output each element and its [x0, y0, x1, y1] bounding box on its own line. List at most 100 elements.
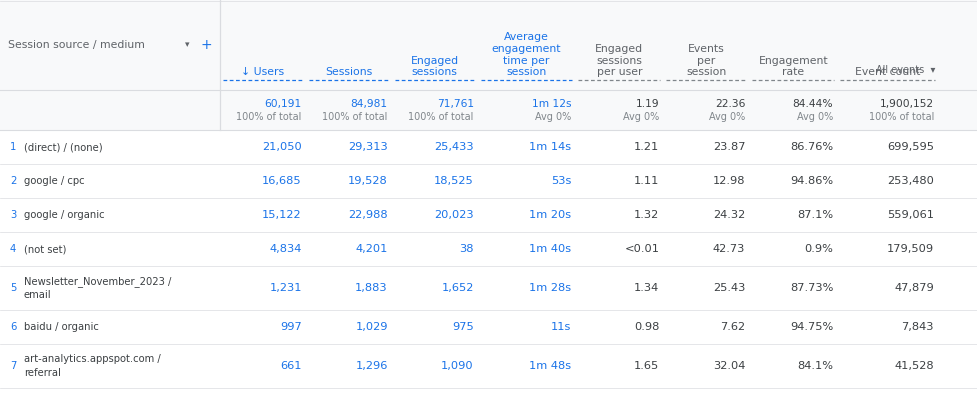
Text: 100% of total: 100% of total [408, 112, 474, 122]
Text: +: + [200, 38, 212, 52]
Text: google / cpc: google / cpc [24, 176, 85, 186]
Text: 100% of total: 100% of total [869, 112, 934, 122]
Text: 1,231: 1,231 [270, 283, 302, 293]
Bar [0, 164, 977, 198]
Text: (not set): (not set) [24, 244, 66, 254]
Text: engagement: engagement [491, 44, 562, 54]
Text: rate: rate [783, 67, 804, 77]
Text: 18,525: 18,525 [434, 176, 474, 186]
Text: <0.01: <0.01 [624, 244, 659, 254]
Text: referral: referral [24, 368, 61, 378]
Text: Session source / medium: Session source / medium [8, 40, 145, 50]
Text: 975: 975 [452, 322, 474, 332]
Text: 23.87: 23.87 [713, 142, 745, 152]
Text: 20,023: 20,023 [434, 210, 474, 220]
Text: 1,296: 1,296 [356, 361, 388, 371]
Text: 1,883: 1,883 [356, 283, 388, 293]
Text: session: session [686, 67, 727, 77]
Text: google / organic: google / organic [24, 210, 105, 220]
Text: per: per [698, 56, 715, 66]
Text: 38: 38 [459, 244, 474, 254]
Text: Event count: Event count [855, 67, 920, 77]
Text: 1,900,152: 1,900,152 [880, 99, 934, 109]
Text: 7,843: 7,843 [902, 322, 934, 332]
Text: 1m 12s: 1m 12s [531, 99, 572, 109]
Text: 24.32: 24.32 [713, 210, 745, 220]
Text: 559,061: 559,061 [887, 210, 934, 220]
Text: 42.73: 42.73 [713, 244, 745, 254]
Text: 87.1%: 87.1% [797, 210, 833, 220]
Text: 22.36: 22.36 [715, 99, 745, 109]
Text: 94.86%: 94.86% [790, 176, 833, 186]
Text: 84.1%: 84.1% [797, 361, 833, 371]
Text: 1: 1 [10, 142, 17, 152]
Text: 84.44%: 84.44% [792, 99, 833, 109]
Text: 100% of total: 100% of total [322, 112, 388, 122]
Text: 41,528: 41,528 [894, 361, 934, 371]
Text: 661: 661 [280, 361, 302, 371]
Text: 1m 48s: 1m 48s [530, 361, 572, 371]
Bar [0, 0, 977, 90]
Bar [0, 130, 977, 164]
Text: ▾: ▾ [185, 40, 190, 50]
Text: 4: 4 [10, 244, 17, 254]
Bar [0, 344, 977, 388]
Text: Engaged: Engaged [410, 56, 459, 66]
Text: 5: 5 [10, 283, 17, 293]
Text: 1m 20s: 1m 20s [530, 210, 572, 220]
Text: Avg 0%: Avg 0% [623, 112, 659, 122]
Text: 1.19: 1.19 [636, 99, 659, 109]
Text: 25,433: 25,433 [434, 142, 474, 152]
Bar [0, 232, 977, 266]
Bar [0, 266, 977, 310]
Text: 6: 6 [10, 322, 17, 332]
Text: 71,761: 71,761 [437, 99, 474, 109]
Text: 1,652: 1,652 [442, 283, 474, 293]
Text: 86.76%: 86.76% [790, 142, 833, 152]
Text: sessions: sessions [597, 56, 642, 66]
Text: 15,122: 15,122 [262, 210, 302, 220]
Text: 0.98: 0.98 [634, 322, 659, 332]
Text: Engaged: Engaged [595, 44, 644, 54]
Text: 29,313: 29,313 [348, 142, 388, 152]
Text: 22,988: 22,988 [348, 210, 388, 220]
Text: 253,480: 253,480 [887, 176, 934, 186]
Text: All events  ▾: All events ▾ [875, 65, 935, 75]
Text: Avg 0%: Avg 0% [709, 112, 745, 122]
Text: 100% of total: 100% of total [236, 112, 302, 122]
Text: 1.34: 1.34 [634, 283, 659, 293]
Text: Engagement: Engagement [758, 56, 828, 66]
Text: baidu / organic: baidu / organic [24, 322, 99, 332]
Text: 1.32: 1.32 [634, 210, 659, 220]
Text: 1m 28s: 1m 28s [530, 283, 572, 293]
Text: 84,981: 84,981 [351, 99, 388, 109]
Text: 11s: 11s [551, 322, 572, 332]
Text: Average: Average [504, 33, 549, 42]
Text: 0.9%: 0.9% [804, 244, 833, 254]
Text: 7: 7 [10, 361, 17, 371]
Text: 87.73%: 87.73% [790, 283, 833, 293]
Bar [0, 310, 977, 344]
Text: 32.04: 32.04 [713, 361, 745, 371]
Text: time per: time per [503, 56, 550, 66]
Text: 997: 997 [280, 322, 302, 332]
Text: Newsletter_November_2023 /: Newsletter_November_2023 / [24, 276, 171, 287]
Text: Avg 0%: Avg 0% [797, 112, 833, 122]
Text: (direct) / (none): (direct) / (none) [24, 142, 103, 152]
Text: 2: 2 [10, 176, 17, 186]
Text: 179,509: 179,509 [887, 244, 934, 254]
Text: 1.11: 1.11 [634, 176, 659, 186]
Text: 47,879: 47,879 [894, 283, 934, 293]
Text: 12.98: 12.98 [713, 176, 745, 186]
Text: 1.21: 1.21 [634, 142, 659, 152]
Bar [0, 388, 977, 397]
Text: Avg 0%: Avg 0% [535, 112, 572, 122]
Text: sessions: sessions [412, 67, 457, 77]
Text: art-analytics.appspot.com /: art-analytics.appspot.com / [24, 355, 161, 364]
Text: 4,834: 4,834 [270, 244, 302, 254]
Bar [0, 90, 977, 130]
Text: Sessions: Sessions [325, 67, 372, 77]
Text: 53s: 53s [551, 176, 572, 186]
Text: 25.43: 25.43 [713, 283, 745, 293]
Text: ↓ Users: ↓ Users [241, 67, 284, 77]
